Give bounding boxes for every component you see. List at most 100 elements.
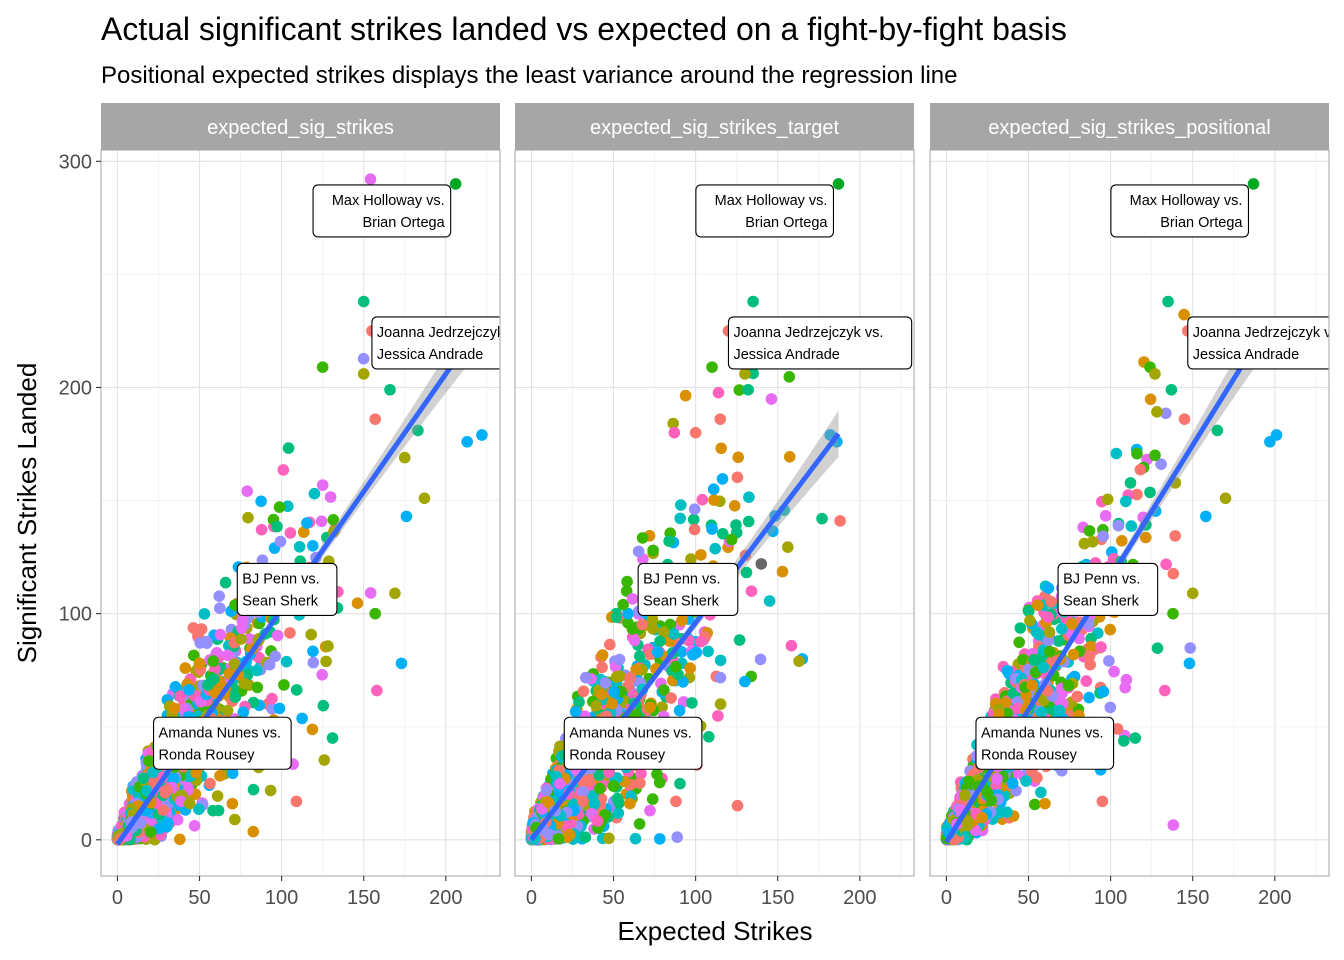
data-point xyxy=(202,679,214,691)
data-point xyxy=(630,663,642,676)
data-point xyxy=(222,649,234,662)
data-point xyxy=(577,685,590,698)
data-point xyxy=(255,523,268,536)
annotation-label: BJ Penn vs.Sean Sherk xyxy=(236,562,338,617)
data-point xyxy=(174,833,186,846)
annotation-text: BJ Penn vs. xyxy=(643,571,720,587)
annotation-box xyxy=(695,184,835,238)
annotation-label: Joanna Jedrzejczyk vs.Jessica Andrade xyxy=(371,316,527,370)
data-point xyxy=(237,706,250,718)
data-point xyxy=(696,493,709,506)
data-point xyxy=(608,686,620,698)
annotation-box xyxy=(637,562,739,617)
data-point xyxy=(241,485,253,498)
data-point xyxy=(754,653,767,666)
data-point xyxy=(326,732,339,744)
data-point xyxy=(143,755,155,767)
data-point xyxy=(540,784,553,796)
data-point xyxy=(247,783,260,796)
data-point xyxy=(636,618,649,631)
regression-line xyxy=(529,432,841,842)
data-point xyxy=(214,770,226,782)
data-point xyxy=(144,826,157,838)
data-point xyxy=(398,451,411,464)
data-point xyxy=(624,797,636,810)
data-point xyxy=(307,656,320,669)
data-point xyxy=(654,635,666,648)
data-point xyxy=(714,698,727,710)
data-point xyxy=(195,623,208,635)
data-point xyxy=(730,519,742,531)
data-point xyxy=(599,677,612,689)
data-point xyxy=(290,684,303,696)
data-point xyxy=(673,704,686,717)
x-tick-label: 0 xyxy=(112,887,123,909)
data-point xyxy=(647,623,659,635)
data-point xyxy=(307,540,319,552)
annotation-box xyxy=(727,316,913,370)
data-point xyxy=(269,650,282,663)
annotation-text: Brian Ortega xyxy=(362,215,445,231)
data-point xyxy=(689,426,702,439)
data-point xyxy=(776,565,789,578)
data-point xyxy=(658,684,670,696)
data-point xyxy=(739,675,751,688)
data-point xyxy=(395,657,408,670)
data-point xyxy=(658,626,670,639)
data-point xyxy=(668,426,681,439)
chart-subtitle: Positional expected strikes displays the… xyxy=(101,62,957,89)
data-point xyxy=(739,368,751,380)
data-point xyxy=(613,797,625,809)
data-point xyxy=(626,593,639,605)
data-point xyxy=(298,526,310,538)
data-point xyxy=(161,784,173,796)
regression-fit xyxy=(529,410,841,843)
data-point xyxy=(207,655,219,667)
annotation-text: Brian Ortega xyxy=(745,215,828,231)
data-point xyxy=(315,515,328,528)
data-point xyxy=(747,295,759,308)
x-tick-label: 150 xyxy=(761,887,794,909)
data-point xyxy=(193,803,205,815)
data-point xyxy=(636,532,649,544)
data-point xyxy=(577,786,589,798)
x-tick-label: 100 xyxy=(679,887,712,909)
data-point xyxy=(461,435,473,448)
data-point xyxy=(273,501,286,513)
annotation-text: Joanna Jedrzejczyk vs. xyxy=(377,325,527,341)
data-point xyxy=(670,795,682,808)
data-point xyxy=(653,776,666,789)
data-point xyxy=(583,774,595,787)
data-point xyxy=(632,545,645,558)
data-point xyxy=(327,514,340,526)
annotation-box xyxy=(371,316,500,370)
data-point xyxy=(134,817,147,829)
data-point xyxy=(316,361,329,373)
data-point xyxy=(357,368,370,380)
data-point xyxy=(688,503,701,515)
data-point xyxy=(707,483,720,496)
data-point xyxy=(783,451,796,463)
data-point xyxy=(708,494,720,506)
data-point xyxy=(687,513,700,526)
data-point xyxy=(607,780,620,792)
data-point xyxy=(1131,488,1143,501)
data-point xyxy=(357,295,370,308)
data-point xyxy=(162,817,174,829)
data-point xyxy=(282,442,295,454)
data-point xyxy=(174,690,187,703)
data-point xyxy=(604,638,616,651)
data-point xyxy=(137,772,150,785)
data-point xyxy=(634,650,646,662)
annotation-text: Max Holloway vs. xyxy=(715,193,828,209)
data-point xyxy=(742,515,755,528)
data-point xyxy=(235,633,247,645)
data-point xyxy=(716,473,729,485)
x-tick-label: 50 xyxy=(602,887,624,909)
data-point xyxy=(747,367,759,380)
data-point xyxy=(580,671,592,684)
data-point xyxy=(612,807,625,819)
data-point xyxy=(684,662,696,674)
